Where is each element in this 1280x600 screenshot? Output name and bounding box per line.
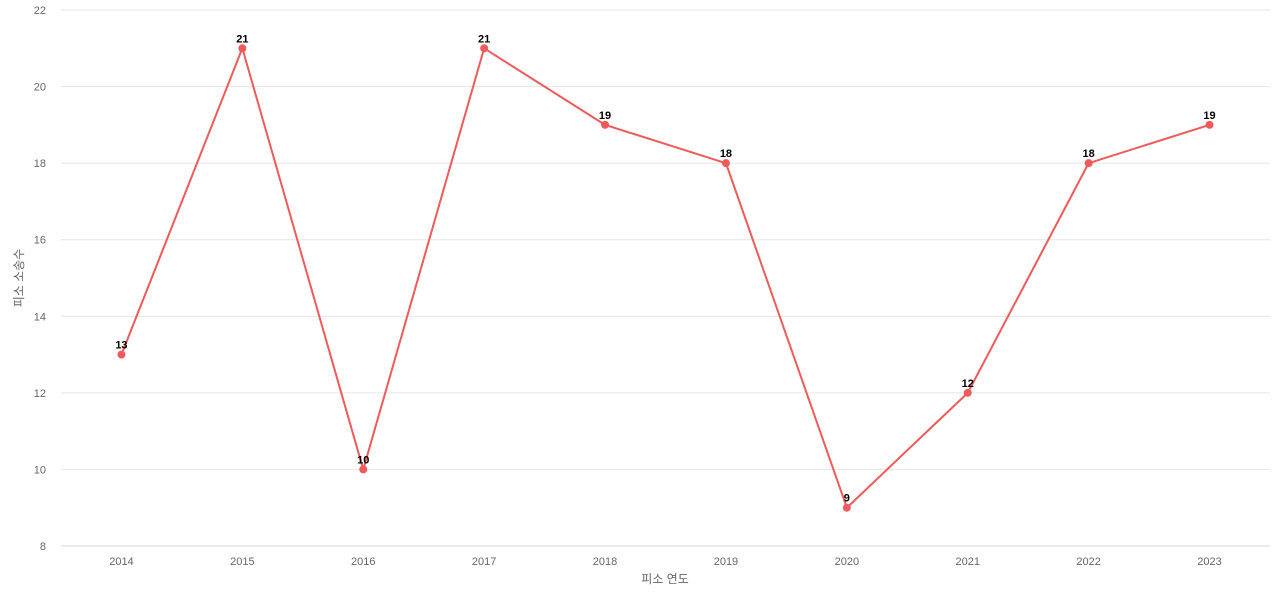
data-point[interactable] (842, 503, 851, 512)
data-point[interactable] (1084, 159, 1093, 168)
data-point[interactable] (963, 388, 972, 397)
y-tick-label: 18 (34, 158, 46, 170)
y-tick-label: 16 (34, 235, 46, 247)
series-line (120, 47, 1210, 509)
x-tick-label: 2017 (472, 556, 496, 568)
data-labels: 13 21 10 21 19 18 9 12 18 19 (115, 33, 1215, 504)
x-tick-label: 2021 (956, 556, 980, 568)
x-tick-label: 2023 (1197, 556, 1221, 568)
y-tick-label: 12 (34, 388, 46, 400)
data-point[interactable] (721, 159, 730, 168)
data-label: 21 (478, 33, 490, 45)
x-tick-label: 2019 (714, 556, 738, 568)
y-tick-label: 22 (34, 5, 46, 17)
data-label: 13 (115, 340, 127, 352)
data-point[interactable] (238, 44, 247, 53)
x-tick-label: 2022 (1076, 556, 1100, 568)
x-axis-title: 피소 연도 (641, 572, 689, 586)
data-point[interactable] (1205, 120, 1214, 129)
data-point[interactable] (480, 44, 489, 53)
y-tick-label: 20 (34, 82, 46, 94)
data-label: 12 (962, 378, 974, 390)
data-label: 10 (357, 454, 369, 466)
gridlines (61, 9, 1270, 547)
x-axis-ticks: 2014 2015 2016 2017 2018 2019 2020 2021 2022 2023 (109, 556, 1222, 568)
data-label: 21 (236, 33, 248, 45)
data-point[interactable] (359, 465, 368, 474)
data-label: 18 (720, 148, 732, 160)
y-tick-label: 10 (34, 464, 46, 476)
y-tick-label: 8 (40, 541, 46, 553)
x-tick-label: 2016 (351, 556, 375, 568)
y-axis-ticks: 8 10 12 14 16 18 20 22 (34, 5, 46, 553)
x-tick-label: 2015 (230, 556, 254, 568)
series-layer (117, 44, 1214, 512)
x-tick-label: 2020 (835, 556, 859, 568)
x-tick-label: 2014 (109, 556, 133, 568)
data-label: 19 (1203, 110, 1215, 122)
data-label: 18 (1083, 148, 1095, 160)
data-point[interactable] (601, 120, 610, 129)
data-label: 9 (844, 493, 850, 505)
y-axis-title: 피소 소송수 (12, 249, 26, 308)
x-tick-label: 2018 (593, 556, 617, 568)
data-label: 19 (599, 110, 611, 122)
data-point[interactable] (117, 350, 126, 359)
y-tick-label: 14 (34, 311, 46, 323)
